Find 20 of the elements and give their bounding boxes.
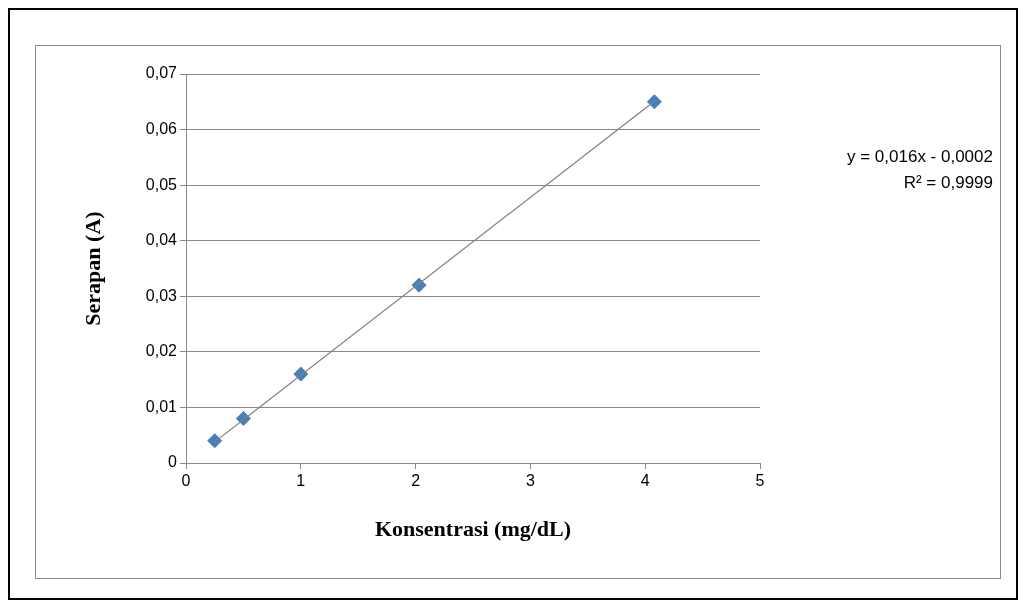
x-tick-label: 5 [755,472,765,490]
x-tick-label: 0 [181,472,191,490]
x-axis-title: Konsentrasi (mg/dL) [374,516,572,542]
y-tick-label: 0,01 [145,397,178,415]
x-tick-label: 1 [296,472,306,490]
x-tick-label: 3 [525,472,535,490]
y-tick-label: 0 [168,453,178,471]
text: y = 0,016x - 0,0002 [846,146,993,166]
y-axis-title: Serapan (A) [79,211,105,326]
y-tick-label: 0,06 [145,119,178,137]
y-tick-label: 0,04 [145,231,178,249]
y-tick-label: 0,05 [145,175,178,193]
x-tick-label: 2 [411,472,421,490]
x-tick-label: 4 [640,472,650,490]
y-tick-label: 0,02 [145,342,178,360]
text: R² = 0,9999 [903,172,993,192]
point [207,433,223,449]
y-tick-label: 0,07 [145,64,178,82]
point [646,94,662,110]
y-tick-label: 0,03 [145,286,178,304]
